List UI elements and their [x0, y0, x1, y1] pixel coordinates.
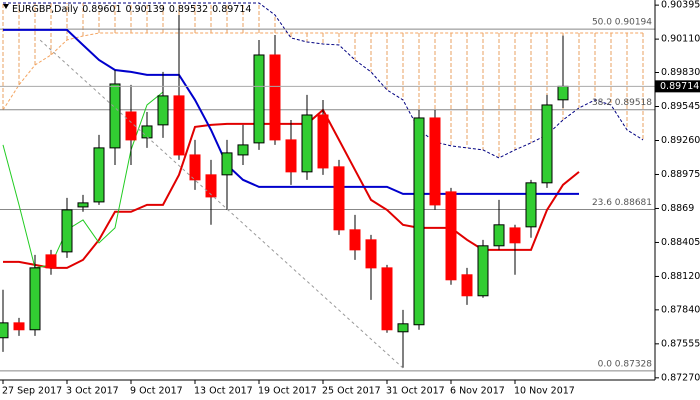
y-tick-label: 0.8869	[661, 203, 694, 214]
candle-body	[157, 95, 169, 126]
cloud-span-b	[3, 2, 644, 159]
candle-body	[525, 182, 537, 228]
candle-body	[141, 125, 153, 139]
fib-label: 50.0	[592, 18, 612, 28]
candle-body	[333, 166, 345, 231]
candle-body	[0, 322, 9, 339]
candle-body	[13, 322, 25, 331]
cloud-span-a	[2, 32, 643, 111]
candle-body	[477, 245, 489, 297]
candle-body	[461, 274, 473, 297]
candle-body	[429, 117, 441, 206]
candle-body	[365, 239, 377, 269]
y-tick-label: 0.87840	[661, 304, 700, 315]
candle-body	[237, 144, 249, 156]
fib-value: 0.87328	[615, 359, 652, 369]
low-value: 0.89532	[169, 4, 208, 15]
y-tick-label: 0.90110	[661, 34, 700, 45]
y-tick-label: 0.87270	[661, 372, 700, 383]
x-tick-label: 3 Oct 2017	[66, 386, 119, 397]
candle-body	[189, 154, 201, 181]
candle-body	[269, 54, 281, 141]
candle-body	[493, 224, 505, 247]
chart-title: EURGBP,Daily	[12, 4, 79, 15]
candle-body	[45, 254, 57, 269]
candle-body	[109, 83, 121, 149]
y-tick-label: 0.90395	[661, 0, 700, 11]
x-tick-label: 13 Oct 2017	[194, 386, 253, 397]
indicator-kijun	[3, 28, 579, 195]
y-tick-label: 0.88120	[661, 271, 700, 282]
candle-body	[285, 139, 297, 173]
fib-value: 0.90194	[615, 18, 652, 28]
collapse-icon	[3, 4, 9, 9]
candle-body	[445, 191, 457, 281]
candle-body	[61, 209, 73, 253]
y-tick-label: 0.88405	[661, 237, 700, 248]
y-tick-label: 0.88975	[661, 169, 700, 180]
x-tick-label: 27 Sep 2017	[2, 386, 62, 397]
candle-body	[557, 85, 569, 101]
x-tick-label: 6 Nov 2017	[450, 386, 505, 397]
candle-body	[413, 117, 425, 326]
x-tick-label: 31 Oct 2017	[386, 386, 445, 397]
candle-body	[29, 267, 41, 331]
fib-value: 0.88681	[615, 198, 652, 208]
candle-body	[541, 104, 553, 184]
y-tick-label: 0.89260	[661, 135, 700, 146]
candle-body	[317, 114, 329, 169]
chart-header: EURGBP,Daily 0.89601 0.90139 0.89532 0.89714	[12, 4, 251, 15]
candle-body	[205, 174, 217, 198]
candle-body	[349, 229, 361, 251]
x-tick-label: 19 Oct 2017	[258, 386, 317, 397]
candle-body	[221, 152, 233, 176]
open-value: 0.89601	[82, 4, 121, 15]
price-box	[655, 80, 700, 93]
candle-body	[253, 54, 265, 144]
x-tick-label: 25 Oct 2017	[322, 386, 381, 397]
x-tick-label: 10 Nov 2017	[514, 386, 575, 397]
fib-value: 0.89518	[615, 98, 652, 108]
candle-body	[125, 111, 137, 141]
price-box-label: 0.89714	[660, 81, 699, 92]
candle-body	[93, 147, 105, 203]
candle-body	[381, 267, 393, 331]
x-tick-label: 9 Oct 2017	[130, 386, 183, 397]
fib-label: 0.0	[598, 359, 613, 369]
candle-body	[509, 227, 521, 244]
y-tick-label: 0.89545	[661, 101, 700, 112]
fib-label: 38.2	[592, 98, 612, 108]
high-value: 0.90139	[126, 4, 165, 15]
candle-body	[397, 323, 409, 333]
candle-body	[301, 114, 313, 173]
y-tick-label: 0.89830	[661, 67, 700, 78]
candle-body	[173, 95, 185, 156]
candle-body	[77, 202, 89, 208]
close-value: 0.89714	[212, 4, 251, 15]
y-tick-label: 0.87555	[661, 338, 700, 349]
fib-label: 23.6	[592, 198, 612, 208]
